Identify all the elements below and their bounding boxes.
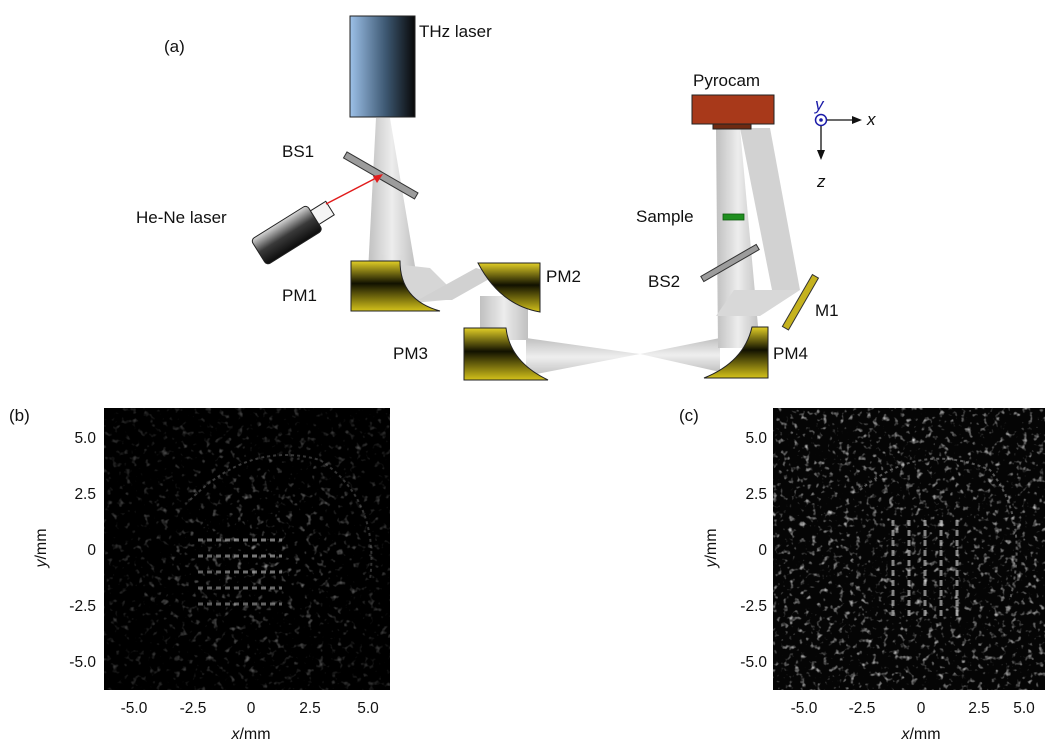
pattern-vertical-stripes [891,520,959,620]
setup-diagram: (a) THz laser BS1 He-Ne laser [136,15,876,381]
hene-beam-arrowhead [373,174,383,183]
pm2-label: PM2 [546,267,581,286]
panel-c-xlabel: x/mm [900,726,940,743]
bs2-beamsplitter [700,243,760,283]
y-tick: 0 [758,542,767,559]
image-panel-c: (c) 5.0 2.5 0 -2.5 -5.0 -5.0 -2.5 0 2.5 [679,406,1045,743]
pm1-mirror [350,260,441,312]
x-tick: -5.0 [121,700,148,717]
axis-y-label: y [814,95,825,114]
panel-b-x-ticks: -5.0 -2.5 0 2.5 5.0 [121,700,380,717]
pm4-mirror [703,326,769,379]
panel-b-y-ticks: 5.0 2.5 0 -2.5 -5.0 [69,430,96,671]
y-tick: 5.0 [74,430,96,447]
x-tick: 0 [917,700,926,717]
panel-a-label: (a) [164,37,185,56]
thz-laser-label: THz laser [419,22,492,41]
thz-laser-body [349,15,416,118]
pm1-label: PM1 [282,286,317,305]
panel-c-y-ticks: 5.0 2.5 0 -2.5 -5.0 [740,430,767,671]
x-tick: 5.0 [357,700,379,717]
pyrocam-body [691,94,775,125]
x-tick: 2.5 [299,700,321,717]
bs2-label: BS2 [648,272,680,291]
y-tick: -2.5 [740,598,767,615]
pm3-mirror [463,327,549,381]
x-tick: -2.5 [180,700,207,717]
panel-b-ylabel: y/mm [33,528,50,568]
bs1-label: BS1 [282,142,314,161]
y-tick: 2.5 [74,486,96,503]
axis-x-label: x [866,110,876,129]
x-tick: 5.0 [1013,700,1035,717]
m1-mirror [781,273,820,331]
x-tick: 0 [247,700,256,717]
image-panel-b: (b) 5.0 2.5 0 -2.5 -5.0 -5.0 -2.5 0 [9,406,390,743]
thz-beam-path [368,118,800,376]
x-tick: 2.5 [968,700,990,717]
x-tick: -2.5 [849,700,876,717]
y-tick: -5.0 [740,654,767,671]
x-tick: -5.0 [791,700,818,717]
pm3-label: PM3 [393,344,428,363]
y-tick: 2.5 [745,486,767,503]
coordinate-axes-icon [814,113,862,160]
y-tick: 0 [87,542,96,559]
hene-laser-label: He-Ne laser [136,208,227,227]
pyrocam-label: Pyrocam [693,71,760,90]
sample-label: Sample [636,207,694,226]
axis-z-label: z [816,172,826,191]
panel-b-xlabel: x/mm [230,726,270,743]
hene-laser [251,200,335,265]
m1-label: M1 [815,301,839,320]
pm4-label: PM4 [773,344,808,363]
y-tick: -2.5 [69,598,96,615]
panel-c-x-ticks: -5.0 -2.5 0 2.5 5.0 [791,700,1036,717]
y-tick: -5.0 [69,654,96,671]
hene-beam [325,176,379,205]
pm2-mirror [477,262,541,313]
panel-b-label: (b) [9,406,30,425]
pyrocam-lens [712,123,752,130]
y-tick: 5.0 [745,430,767,447]
panel-c-ylabel: y/mm [703,528,720,568]
sample-marker [722,213,745,221]
panel-c-label: (c) [679,406,699,425]
